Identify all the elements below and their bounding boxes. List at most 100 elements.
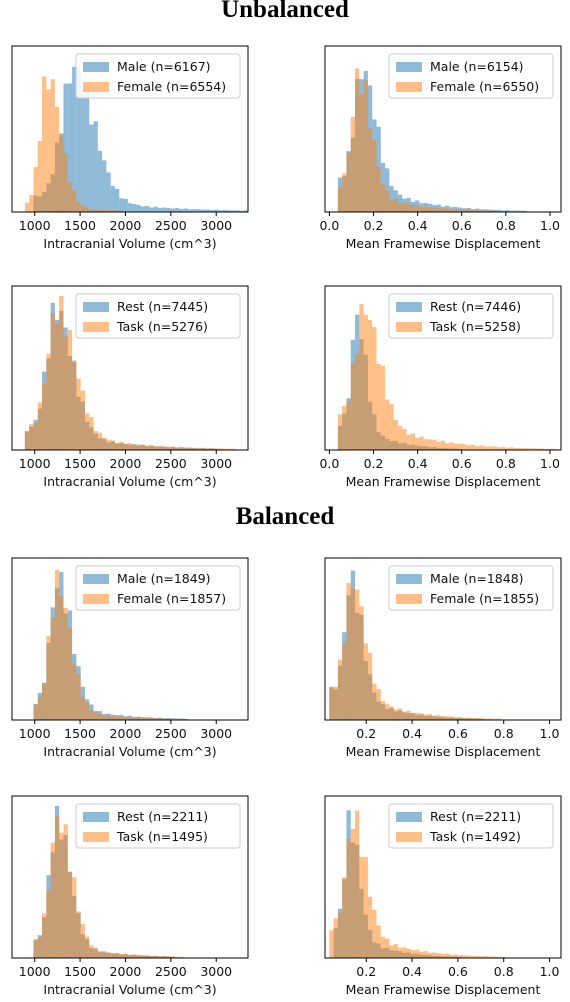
histogram-bar (363, 314, 368, 450)
histogram-bar (217, 210, 223, 212)
histogram-bar (162, 207, 167, 212)
histogram-bars (337, 304, 557, 450)
histogram-bar (397, 708, 403, 720)
histogram-bar (102, 437, 107, 450)
histogram-bar (127, 716, 133, 720)
histogram-bar (385, 168, 390, 212)
histogram-bar (402, 711, 407, 720)
x-axis-ticks: 1000 1500 2000 2500 3000 (19, 450, 232, 471)
legend: Rest (n=2211) Task (n=1495) (75, 803, 241, 849)
histogram-bar (46, 890, 51, 958)
histogram-bar (543, 448, 549, 450)
tick-label: 2000 (110, 456, 142, 471)
legend-label: Rest (n=7446) (430, 299, 521, 314)
histogram-bar (80, 697, 85, 720)
histogram-bar (239, 210, 244, 212)
histogram-bar (389, 198, 394, 212)
legend-swatch (396, 832, 422, 842)
histogram-bar (488, 446, 493, 450)
legend-swatch (83, 832, 109, 842)
histogram-bar (470, 718, 476, 720)
x-axis-ticks: 1000 1500 2000 2500 3000 (19, 212, 232, 233)
histogram-bar (67, 871, 73, 958)
legend-label: Female (n=1857) (117, 591, 226, 606)
tick-label: 1.0 (540, 218, 560, 233)
histogram-bar (153, 718, 158, 720)
tick-label: 2000 (110, 218, 142, 233)
tick-label: 2500 (155, 218, 187, 233)
legend-label: Task (n=1495) (116, 829, 208, 844)
histogram-bar (470, 210, 476, 212)
histogram-bar (539, 448, 544, 450)
histogram-bar (453, 717, 459, 720)
histogram-bar (337, 659, 343, 720)
section-title-balanced: Balanced (235, 503, 335, 530)
legend-swatch (83, 322, 109, 332)
histogram-bar (24, 431, 30, 450)
tick-label: 1000 (19, 218, 51, 233)
histogram-bar (119, 210, 124, 212)
histogram-bar (449, 209, 454, 212)
legend-box (75, 293, 241, 339)
histogram-bar (337, 187, 343, 212)
axes-frame (11, 795, 249, 959)
histogram-bar (205, 448, 210, 450)
histogram-bar (333, 686, 338, 720)
histogram-bar (462, 444, 467, 450)
histogram-bar (162, 446, 167, 450)
legend-label: Male (n=6167) (117, 59, 211, 74)
histogram-bar (389, 706, 394, 720)
legend-label: Rest (n=2211) (117, 809, 208, 824)
histogram-bar (513, 210, 519, 212)
tick-label: 0.2 (356, 964, 376, 979)
histogram-bar (243, 210, 248, 212)
legend-label: Male (n=1849) (117, 571, 211, 586)
histogram-bar (76, 674, 81, 720)
histogram-bar (179, 718, 184, 720)
histogram-bar (89, 945, 94, 958)
tick-label: 2500 (155, 456, 187, 471)
histogram-bar (42, 683, 47, 720)
legend-swatch (83, 62, 109, 72)
histogram-bar (500, 210, 506, 212)
histogram-bars (329, 810, 506, 958)
legend-swatch (83, 812, 109, 822)
histogram-bar (110, 210, 115, 212)
histogram-bar (350, 588, 356, 720)
legend-label: Task (n=1492) (429, 829, 521, 844)
histogram-bar (67, 329, 73, 450)
tick-label: 2500 (155, 964, 187, 979)
legend-label: Rest (n=2211) (430, 809, 521, 824)
histogram-bar (483, 446, 489, 450)
histogram-bar (393, 709, 398, 720)
histogram-bar (72, 877, 77, 958)
histogram-bar (200, 447, 206, 450)
histogram-bar (548, 448, 553, 450)
histogram-bar (479, 210, 484, 212)
histogram-bar (80, 93, 85, 212)
legend-box (388, 53, 554, 99)
histogram-bar (367, 896, 373, 958)
histogram-bar (63, 336, 68, 450)
histogram-bar (179, 446, 184, 450)
histogram-bar (337, 414, 343, 450)
histogram-bar (89, 124, 94, 212)
histogram-bar (350, 363, 356, 450)
axes-frame (324, 45, 562, 213)
histogram-bar (363, 80, 368, 212)
x-axis-label: Intracranial Volume (cm^3) (43, 236, 216, 251)
histogram-bar (402, 947, 407, 958)
tick-label: 0.6 (452, 218, 472, 233)
tick-label: 1000 (19, 456, 51, 471)
histogram-bar (453, 443, 459, 450)
histogram-bar (393, 198, 398, 212)
tick-label: 0.6 (448, 964, 468, 979)
histogram-bar (380, 701, 386, 720)
histogram-bar (419, 206, 424, 212)
histogram-bar (350, 828, 356, 958)
histogram-bar (37, 937, 43, 958)
x-axis-ticks: 0.0 0.2 0.4 0.6 0.8 1.0 (319, 450, 560, 471)
tick-label: 1500 (64, 218, 96, 233)
legend-box (388, 803, 554, 849)
histogram-bar (157, 207, 163, 212)
